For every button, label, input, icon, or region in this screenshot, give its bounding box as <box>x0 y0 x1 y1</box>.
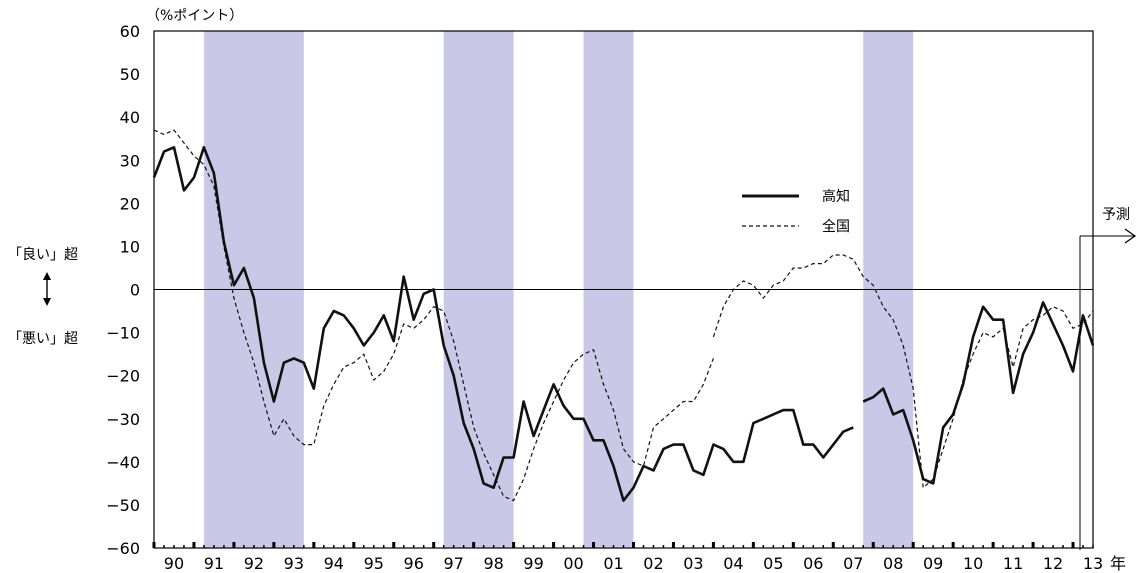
x-tick-label: 94 <box>324 554 344 573</box>
x-axis-unit: 年 <box>1110 554 1126 573</box>
x-tick-label: 03 <box>683 554 703 573</box>
legend-label-national: 全国 <box>822 218 850 235</box>
x-tick-label: 05 <box>763 554 783 573</box>
x-tick-label: 93 <box>284 554 304 573</box>
x-tick-label: 91 <box>204 554 224 573</box>
series-line-kochi <box>862 301 1095 485</box>
forecast-label: 予測 <box>1102 207 1130 223</box>
y-tick-label: −60 <box>106 539 140 558</box>
y-tick-label: 40 <box>120 108 140 127</box>
x-tick-label: 97 <box>444 554 464 573</box>
x-tick-label: 90 <box>164 554 184 573</box>
series-line-kochi <box>152 146 854 502</box>
label-bad: 「悪い」超 <box>8 331 78 347</box>
y-tick-label: 30 <box>120 151 140 170</box>
y-tick-label: 10 <box>120 237 140 256</box>
x-tick-label: 02 <box>643 554 663 573</box>
x-tick-label: 00 <box>563 554 583 573</box>
y-axis-unit: （%ポイント） <box>146 8 243 24</box>
x-tick-label: 92 <box>244 554 264 573</box>
x-tick-label: 06 <box>803 554 823 573</box>
forecast-arrow-icon <box>1124 228 1137 244</box>
y-tick-label: 60 <box>120 22 140 41</box>
y-tick-label: −30 <box>106 410 140 429</box>
updown-arrow-icon <box>43 272 51 306</box>
series-lines <box>152 129 1095 502</box>
y-tick-label: 50 <box>120 65 140 84</box>
x-tick-label: 07 <box>843 554 863 573</box>
legend-label-kochi: 高知 <box>822 188 850 205</box>
x-tick-label: 09 <box>923 554 943 573</box>
y-tick-label: 20 <box>120 194 140 213</box>
x-tick-label: 10 <box>963 554 983 573</box>
forecast-marker: 予測 <box>1079 207 1137 550</box>
x-tick-label: 96 <box>404 554 424 573</box>
y-tick-label: −10 <box>106 324 140 343</box>
y-tick-label: −20 <box>106 367 140 386</box>
x-tick-label: 12 <box>1043 554 1063 573</box>
x-axis: 90 91 92 93 94 95 96 97 98 99 00 01 02 03 04 05 06 07 08 09… <box>152 542 1103 573</box>
x-tick-label: 01 <box>603 554 623 573</box>
y-tick-label: −50 <box>106 496 140 515</box>
y-axis: 60 50 40 30 20 10 0 −10 −20 −30 −40 −50 −60 <box>106 22 140 558</box>
x-tick-label: 95 <box>364 554 384 573</box>
x-tick-label: 08 <box>883 554 903 573</box>
x-tick-label: 04 <box>723 554 743 573</box>
series-line-national <box>712 254 1094 489</box>
y-tick-label: 0 <box>130 281 140 300</box>
x-tick-label: 98 <box>483 554 503 573</box>
x-tick-label: 11 <box>1003 554 1023 573</box>
label-good: 「良い」超 <box>8 247 78 263</box>
x-tick-label: 99 <box>523 554 543 573</box>
legend: 高知 全国 <box>742 188 850 235</box>
series-line-national <box>153 129 714 502</box>
y-tick-label: −40 <box>106 453 140 472</box>
x-tick-label: 13 <box>1083 554 1103 573</box>
